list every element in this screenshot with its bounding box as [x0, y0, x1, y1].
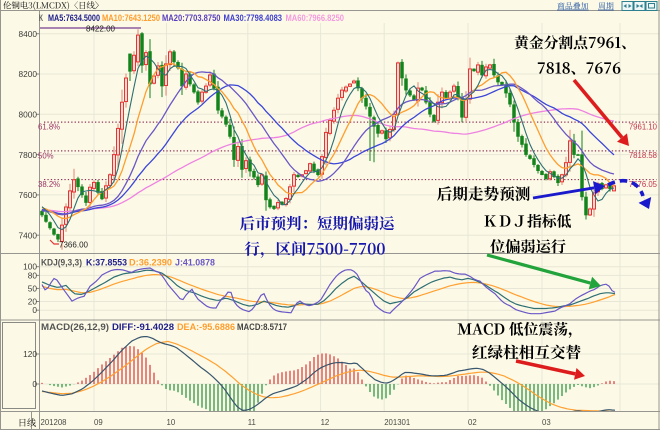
svg-text:0: 0	[32, 379, 37, 389]
svg-text:120: 120	[23, 349, 37, 359]
svg-text:MA5:7634.5000: MA5:7634.5000	[48, 13, 100, 23]
svg-text:0: 0	[32, 305, 37, 315]
svg-text:61.8%: 61.8%	[38, 123, 60, 132]
svg-text:MA60:7966.8250: MA60:7966.8250	[286, 13, 345, 23]
svg-text:02: 02	[468, 418, 477, 427]
svg-text:J:41.0878: J:41.0878	[175, 258, 215, 268]
svg-text:09: 09	[94, 418, 103, 427]
svg-text:K:37.8553: K:37.8553	[86, 258, 127, 268]
svg-text:80: 80	[28, 270, 38, 280]
svg-text:7400: 7400	[19, 230, 38, 240]
svg-text:03: 03	[542, 418, 551, 427]
svg-text:100: 100	[23, 262, 37, 272]
svg-text:20: 20	[28, 297, 38, 307]
svg-text:D:36.2390: D:36.2390	[129, 258, 172, 268]
svg-text:MACD(26,12,9): MACD(26,12,9)	[41, 322, 109, 332]
svg-text:DEA:-95.6886: DEA:-95.6886	[177, 322, 235, 332]
svg-text:7600: 7600	[19, 190, 38, 200]
svg-text:K: K	[39, 13, 43, 23]
svg-text:12: 12	[321, 418, 330, 427]
svg-text:8400: 8400	[19, 29, 38, 39]
svg-text:MA20:7703.8750: MA20:7703.8750	[162, 13, 221, 23]
svg-text:MACD:8.5717: MACD:8.5717	[237, 322, 287, 332]
svg-text:201301: 201301	[384, 418, 410, 427]
svg-text:11: 11	[248, 418, 256, 427]
svg-text:10: 10	[167, 418, 176, 427]
svg-text:7961.10: 7961.10	[629, 122, 658, 131]
svg-text:8422.00: 8422.00	[86, 24, 115, 34]
svg-text:8000: 8000	[19, 110, 38, 120]
svg-text:50%: 50%	[38, 151, 54, 160]
svg-text:7818.58: 7818.58	[629, 151, 657, 160]
svg-text:201208: 201208	[41, 418, 67, 427]
svg-text:DIFF:-91.4028: DIFF:-91.4028	[112, 322, 174, 332]
svg-text:MA10:7643.1250: MA10:7643.1250	[102, 13, 160, 23]
svg-text:MA30:7798.4083: MA30:7798.4083	[224, 13, 283, 23]
svg-text:7676.05: 7676.05	[629, 180, 658, 189]
svg-text:38.2%: 38.2%	[38, 180, 60, 189]
svg-text:8200: 8200	[19, 69, 38, 79]
svg-text:7800: 7800	[19, 150, 38, 160]
svg-text:50: 50	[28, 283, 38, 293]
svg-text:7366.00: 7366.00	[59, 240, 88, 250]
svg-text:KDJ(9,3,3): KDJ(9,3,3)	[41, 258, 82, 268]
